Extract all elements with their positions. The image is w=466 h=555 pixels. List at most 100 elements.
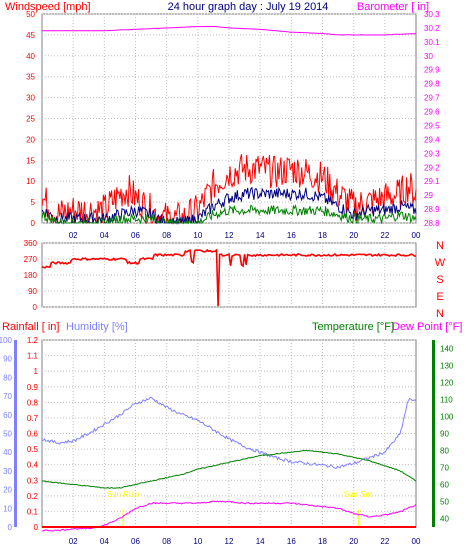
wind-tick-label: 10: [26, 177, 35, 186]
direction-tick-label: 270: [24, 255, 38, 264]
humidity-tick-labels: 0 10 20 30 40 50 60 70 80 90 100: [0, 336, 13, 532]
compass-label: N: [436, 308, 444, 320]
climate-x-tick: 22: [380, 537, 389, 546]
direction-tick-label: 0: [33, 303, 38, 312]
barometer-tick-label: 29.3: [424, 149, 440, 158]
barometer-tick-label: 29.5: [424, 121, 440, 130]
sunrise-label: Sun Rise: [107, 490, 140, 499]
wind-x-tick: 06: [131, 231, 140, 240]
humidity-line: [41, 396, 417, 469]
climate-x-tick: 08: [162, 537, 171, 546]
humidity-axis-bar: [14, 340, 17, 527]
temperature-tick-label: 80: [440, 447, 449, 456]
climate-x-tick: 16: [287, 537, 296, 546]
wind-x-tick: 00: [412, 231, 421, 240]
sunset-label: Sun Set: [344, 490, 373, 499]
compass-label: W: [435, 257, 446, 269]
wind-axis-tick-labels: 0 5 10 15 20 25 30 35 40 45 50: [26, 10, 35, 228]
direction-tick-label: 180: [24, 271, 38, 280]
chart-title: 24 hour graph day : July 19 2014: [168, 1, 329, 13]
rainfall-tick-label: 0.7: [27, 414, 39, 423]
climate-x-tick: 04: [100, 537, 109, 546]
barometer-tick-label: 29.6: [424, 108, 440, 117]
compass-label: E: [436, 291, 443, 303]
dewpoint-axis-title: Dew Point [°F]: [392, 321, 462, 333]
barometer-axis-title: Barometer [ in]: [357, 1, 429, 13]
barometer-tick-label: 30.2: [424, 24, 440, 33]
rainfall-axis-title: Rainfall [ in]: [2, 321, 59, 333]
humidity-tick-label: 70: [3, 392, 12, 401]
direction-tick-label: 90: [28, 287, 37, 296]
barometer-tick-label: 29: [424, 191, 433, 200]
humidity-tick-label: 90: [3, 355, 12, 364]
humidity-tick-label: 0: [8, 523, 13, 532]
wind-x-tick: 02: [69, 231, 78, 240]
wind-x-tick: 12: [225, 231, 234, 240]
wind-x-tick: 10: [193, 231, 202, 240]
wind-tick-label: 35: [26, 73, 35, 82]
barometer-tick-label: 30.3: [424, 10, 440, 19]
climate-x-tick: 06: [131, 537, 140, 546]
temperature-tick-label: 60: [440, 481, 449, 490]
rainfall-tick-label: 0.5: [27, 445, 39, 454]
humidity-tick-label: 50: [3, 430, 12, 439]
temperature-line: [41, 449, 417, 489]
climate-x-tick: 18: [318, 537, 327, 546]
barometer-tick-label: 29.9: [424, 66, 440, 75]
humidity-tick-label: 30: [3, 467, 12, 476]
barometer-tick-label: 28.8: [424, 219, 440, 228]
compass-label: S: [436, 274, 443, 286]
wind-x-tick: 22: [380, 231, 389, 240]
wind-x-tick-labels: 02 04 06 08 10 12 14 16 18 20 22 00: [69, 231, 421, 240]
direction-tick-label: 360: [24, 239, 38, 248]
wind-tick-label: 40: [26, 52, 35, 61]
temperature-tick-labels: 40 50 60 70 80 90 100 110 120 130 140: [440, 345, 454, 524]
direction-series: [41, 248, 417, 307]
rainfall-tick-label: 0.3: [27, 476, 39, 485]
climate-x-tick: 14: [256, 537, 265, 546]
climate-x-tick: 02: [69, 537, 78, 546]
humidity-axis-title: Humidity [%]: [66, 321, 128, 333]
climate-x-tick: 20: [349, 537, 358, 546]
temperature-tick-label: 140: [440, 345, 454, 354]
windspeed-axis-title: Windspeed [mph]: [5, 1, 91, 13]
climate-x-tick: 12: [225, 537, 234, 546]
rainfall-tick-label: 0.8: [27, 398, 39, 407]
humidity-tick-label: 40: [3, 448, 12, 457]
wind-series: [41, 25, 417, 225]
wind-x-tick: 14: [256, 231, 265, 240]
barometer-tick-label: 29.2: [424, 163, 440, 172]
climate-grid: [42, 339, 416, 527]
wind-x-tick: 20: [349, 231, 358, 240]
barometer-axis-tick-labels: 28.8 28.9 29 29.1 29.2 29.3 29.4 29.5 29.6 29.7 29…: [424, 10, 440, 228]
wind-tick-label: 45: [26, 31, 35, 40]
wind-tick-label: 30: [26, 94, 35, 103]
humidity-tick-label: 100: [0, 336, 13, 345]
temperature-tick-label: 130: [440, 362, 454, 371]
climate-x-tick-labels: 02 04 06 08 10 12 14 16 18 20 22 00: [69, 537, 421, 546]
wind-tick-label: 20: [26, 135, 35, 144]
climate-x-tick: 00: [412, 537, 421, 546]
temperature-tick-label: 40: [440, 515, 449, 524]
wind-x-tick: 16: [287, 231, 296, 240]
speed-line: [41, 203, 417, 225]
barometer-tick-label: 30.1: [424, 38, 440, 47]
barometer-tick-label: 30: [424, 52, 433, 61]
rainfall-tick-labels: 0 0.1 0.2 0.3 0.4 0.5 0.6 0.7 0.8 0.9 1 1.1 1.2: [27, 336, 39, 532]
wind-tick-label: 15: [26, 156, 35, 165]
direction-degree-labels: 0 90 180 270 360: [24, 239, 38, 312]
temperature-tick-label: 120: [440, 379, 454, 388]
barometer-tick-label: 29.4: [424, 135, 440, 144]
temperature-axis-title: Temperature [°F]: [312, 321, 394, 333]
temperature-axis-bar: [432, 340, 435, 527]
wind-x-tick: 18: [318, 231, 327, 240]
humidity-tick-label: 60: [3, 411, 12, 420]
temperature-tick-label: 110: [440, 396, 453, 405]
humidity-tick-label: 20: [3, 486, 12, 495]
gust-line: [41, 154, 417, 225]
